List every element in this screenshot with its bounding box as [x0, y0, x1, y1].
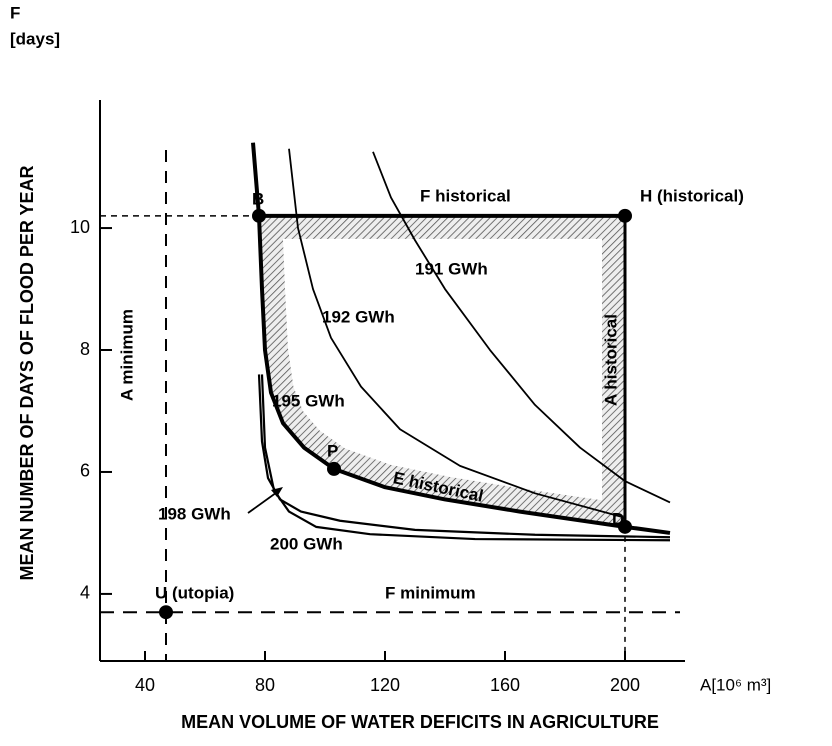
- point: [159, 605, 173, 620]
- point-label: P: [327, 441, 338, 460]
- point-label: H (historical): [640, 186, 744, 205]
- x-tick-label: 80: [255, 675, 275, 695]
- curve-label: 198 GWh: [158, 504, 231, 523]
- curve: [288, 148, 626, 519]
- point: [618, 208, 632, 223]
- x-tick-label: 160: [490, 675, 520, 695]
- annotation: E historical: [391, 468, 485, 506]
- hline-label: F minimum: [385, 583, 476, 602]
- curve: [251, 142, 671, 535]
- x-tick-label: 120: [370, 675, 400, 695]
- curve: [257, 374, 671, 539]
- y-unit: [days]: [10, 29, 60, 48]
- point: [327, 461, 341, 476]
- annotation: F historical: [420, 186, 511, 205]
- curve-label: 195 GWh: [272, 391, 345, 410]
- annotation: A historical: [601, 314, 620, 406]
- vline-label: A minimum: [117, 309, 136, 401]
- x-axis-unit: A[10⁶ m³]: [700, 675, 771, 694]
- point-label: U (utopia): [155, 583, 234, 602]
- x-tick-label: 200: [610, 675, 640, 695]
- y-tick-label: 10: [70, 217, 90, 237]
- curve: [372, 151, 671, 504]
- x-axis-label: MEAN VOLUME OF WATER DEFICITS IN AGRICUL…: [181, 712, 659, 732]
- point: [252, 208, 266, 223]
- y-tick-label: 4: [80, 583, 90, 603]
- y-tick-label: 6: [80, 461, 90, 481]
- curve-label: 192 GWh: [322, 307, 395, 326]
- y-tick-label: 8: [80, 339, 90, 359]
- y-axis-label: MEAN NUMBER OF DAYS OF FLOOD PER YEAR: [17, 165, 37, 580]
- curve-label: 191 GWh: [415, 259, 488, 278]
- curve-label: 200 GWh: [270, 534, 343, 553]
- x-tick-label: 40: [135, 675, 155, 695]
- y-symbol: F: [10, 3, 20, 22]
- curve: [260, 374, 671, 542]
- point: [618, 519, 632, 534]
